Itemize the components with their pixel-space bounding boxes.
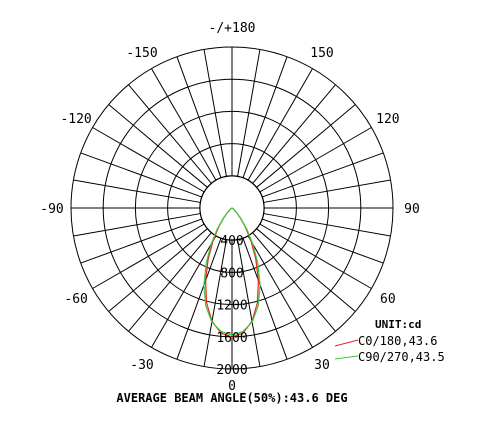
unit-label: UNIT:cd — [375, 318, 421, 331]
angle-label-30: 30 — [314, 358, 330, 373]
grid-spoke-80 — [263, 213, 391, 237]
grid-spoke-140 — [252, 84, 336, 184]
grid-spoke-50 — [256, 228, 356, 312]
angle-label-neg60: -60 — [64, 292, 87, 307]
grid-spoke-350 — [203, 239, 227, 367]
grid-spoke-30 — [247, 235, 313, 348]
grid-spoke-60 — [259, 223, 372, 289]
angle-label-neg30: -30 — [130, 358, 153, 373]
grid-spoke-130 — [256, 104, 356, 188]
radial-tick-label-800: 800 — [220, 266, 243, 281]
grid-spoke-330 — [151, 235, 217, 348]
grid-spoke-320 — [128, 232, 212, 332]
legend-line-c90 — [334, 355, 359, 360]
grid-spoke-240 — [92, 127, 205, 193]
grid-spoke-310 — [108, 228, 208, 312]
grid-spoke-290 — [80, 218, 203, 264]
legend: C0/180,43.6 C90/270,43.5 — [334, 334, 445, 364]
grid-spoke-110 — [261, 152, 384, 198]
angle-label-60: 60 — [380, 292, 396, 307]
grid-spoke-10 — [237, 239, 261, 367]
grid-spoke-280 — [73, 213, 201, 237]
angle-label-neg150: -150 — [126, 46, 157, 61]
grid-spoke-250 — [80, 152, 203, 198]
grid-spoke-260 — [73, 179, 201, 203]
radial-tick-label-2000: 2000 — [216, 363, 247, 378]
grid-spoke-230 — [108, 104, 208, 188]
grid-spoke-210 — [151, 68, 217, 181]
grid-spoke-70 — [261, 218, 384, 264]
angle-label-120: 120 — [376, 112, 399, 127]
angle-label-90: 90 — [404, 202, 420, 217]
grid-spoke-220 — [128, 84, 212, 184]
radial-tick-label-1200: 1200 — [216, 299, 247, 314]
angle-label-neg120: -120 — [60, 112, 91, 127]
legend-label-c0: C0/180,43.6 — [358, 334, 437, 348]
chart-labels: -/+180 -150 150 -120 120 -90 90 -60 60 -30 30 0 400 8… — [40, 21, 420, 394]
angle-label-neg90: -90 — [40, 202, 63, 217]
grid-spoke-200 — [176, 56, 222, 179]
beam-angle-footer: AVERAGE BEAM ANGLE(50%):43.6 DEG — [116, 391, 347, 405]
radial-tick-label-400: 400 — [220, 234, 243, 249]
grid-spoke-150 — [247, 68, 313, 181]
grid-spoke-190 — [203, 49, 227, 177]
legend-line-c0 — [334, 339, 359, 347]
grid-spoke-40 — [252, 232, 336, 332]
angle-label-150: 150 — [310, 46, 333, 61]
grid-spoke-120 — [259, 127, 372, 193]
grid-spoke-170 — [237, 49, 261, 177]
radial-tick-label-1600: 1600 — [216, 331, 247, 346]
grid-spoke-160 — [242, 56, 288, 179]
angle-label-0: 0 — [228, 379, 236, 394]
grid-spoke-300 — [92, 223, 205, 289]
angle-label-180: -/+180 — [209, 21, 256, 36]
grid-spoke-340 — [176, 237, 222, 360]
legend-label-c90: C90/270,43.5 — [358, 350, 445, 364]
grid-spoke-100 — [263, 179, 391, 203]
series-curve-c90 — [203, 207, 261, 336]
grid-spoke-20 — [242, 237, 288, 360]
intensity-curves — [203, 207, 261, 338]
